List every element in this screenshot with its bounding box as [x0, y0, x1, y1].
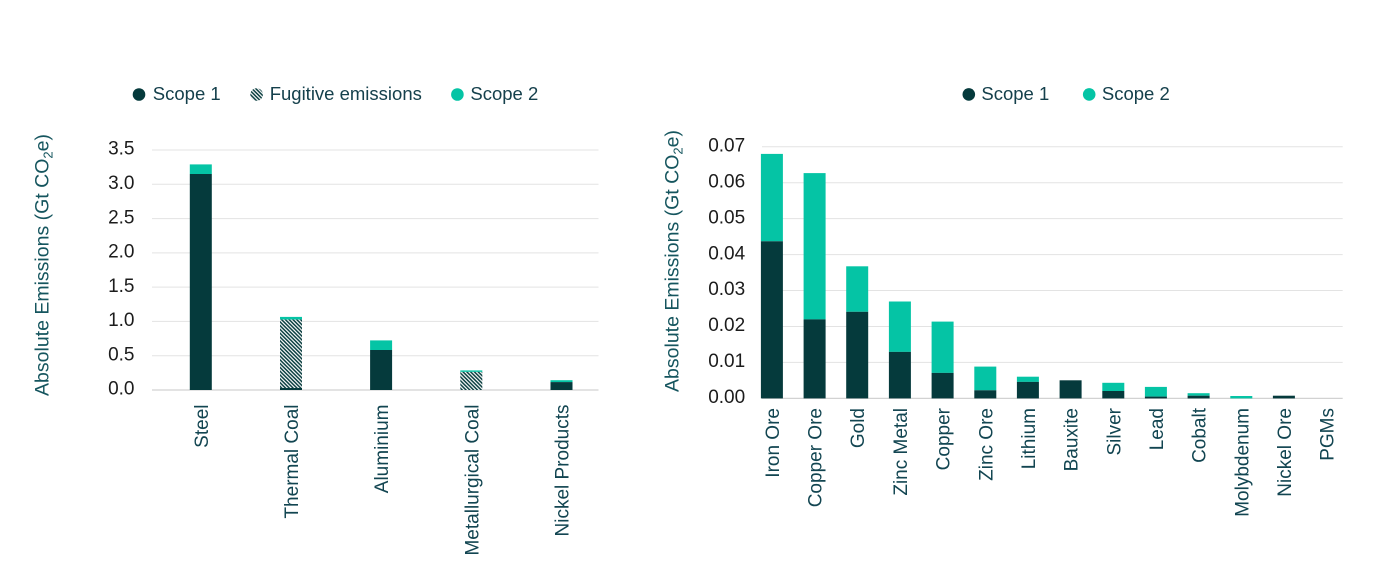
svg-text:Copper Ore: Copper Ore [806, 408, 827, 507]
svg-text:0.06: 0.06 [708, 171, 745, 192]
svg-text:Scope 2: Scope 2 [1102, 83, 1170, 104]
svg-text:Zinc Ore: Zinc Ore [976, 408, 997, 481]
svg-text:0.0: 0.0 [108, 379, 134, 400]
svg-text:Absolute Emissions (Gt CO2e): Absolute Emissions (Gt CO2e) [662, 130, 686, 392]
svg-text:0.04: 0.04 [708, 243, 745, 264]
svg-text:Cobalt: Cobalt [1190, 407, 1211, 463]
svg-text:0.07: 0.07 [708, 135, 745, 156]
svg-text:Lithium: Lithium [1019, 408, 1040, 469]
svg-text:0.01: 0.01 [708, 351, 745, 372]
svg-text:1.0: 1.0 [108, 310, 134, 331]
svg-text:Steel: Steel [192, 405, 213, 448]
svg-text:Thermal Coal: Thermal Coal [282, 405, 303, 519]
svg-text:2.0: 2.0 [108, 242, 134, 263]
svg-text:0.02: 0.02 [708, 315, 745, 336]
svg-text:Lead: Lead [1147, 408, 1168, 450]
svg-text:Nickel Products: Nickel Products [553, 405, 574, 537]
svg-text:Iron Ore: Iron Ore [763, 408, 784, 478]
svg-text:0.05: 0.05 [708, 207, 745, 228]
svg-text:2.5: 2.5 [108, 207, 134, 228]
svg-text:Bauxite: Bauxite [1062, 408, 1083, 471]
svg-text:1.5: 1.5 [108, 276, 134, 297]
svg-text:Nickel Ore: Nickel Ore [1275, 408, 1296, 497]
svg-text:3.5: 3.5 [108, 139, 134, 160]
svg-text:Zinc Metal: Zinc Metal [891, 408, 912, 496]
svg-text:Molybdenum: Molybdenum [1232, 408, 1253, 517]
svg-text:PGMs: PGMs [1318, 408, 1339, 461]
svg-text:Gold: Gold [848, 408, 869, 448]
svg-text:Metallurgical Coal: Metallurgical Coal [462, 405, 483, 556]
svg-text:Absolute Emissions (Gt CO2e): Absolute Emissions (Gt CO2e) [32, 134, 56, 396]
svg-text:Fugitive emissions: Fugitive emissions [270, 83, 422, 104]
svg-text:Scope 2: Scope 2 [470, 83, 538, 104]
svg-text:3.0: 3.0 [108, 173, 134, 194]
svg-text:0.5: 0.5 [108, 344, 134, 365]
svg-text:Aluminium: Aluminium [372, 405, 393, 494]
svg-text:0.00: 0.00 [708, 387, 745, 408]
svg-text:Scope 1: Scope 1 [153, 83, 221, 104]
svg-text:Silver: Silver [1104, 407, 1125, 455]
svg-text:Scope 1: Scope 1 [981, 83, 1049, 104]
svg-text:Copper: Copper [934, 407, 955, 470]
svg-text:0.03: 0.03 [708, 279, 745, 300]
